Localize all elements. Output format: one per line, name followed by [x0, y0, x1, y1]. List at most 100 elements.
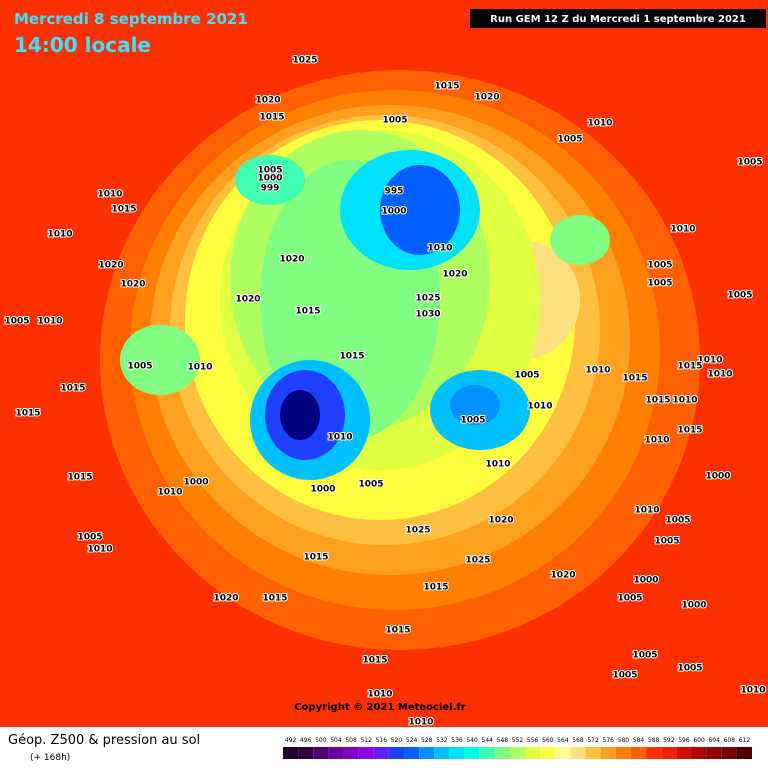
pressure-label: 1000: [257, 174, 282, 184]
pressure-label: 1015: [423, 583, 448, 593]
pressure-label: 1010: [157, 488, 182, 498]
legend-lead: (+ 168h): [30, 753, 70, 763]
scale-label: 576: [603, 737, 615, 744]
pressure-label: 1000: [183, 478, 208, 488]
scale-label: 492: [285, 737, 297, 744]
scale-swatch: [736, 747, 752, 759]
copyright: Copyright © 2021 Meteociel.fr: [294, 702, 465, 713]
scale-label: 496: [300, 737, 312, 744]
z500-field: [100, 70, 700, 650]
scale-swatch: [585, 747, 601, 759]
pressure-label: 1010: [87, 545, 112, 555]
scale-swatch: [721, 747, 737, 759]
scale-label: 580: [618, 737, 630, 744]
scale-swatch: [449, 747, 465, 759]
pressure-label: 1015: [295, 307, 320, 317]
pressure-label: 1015: [677, 426, 702, 436]
pressure-label: 1025: [405, 526, 430, 536]
pressure-label: 1010: [527, 402, 552, 412]
legend-title: Géop. Z500 & pression au sol: [8, 733, 200, 748]
scale-swatch: [615, 747, 631, 759]
scale-label: 544: [482, 737, 494, 744]
pressure-label: 1010: [740, 686, 765, 696]
scale-swatch: [313, 747, 329, 759]
pressure-label: 1020: [213, 594, 238, 604]
scale-swatch: [404, 747, 420, 759]
scale-label: 528: [421, 737, 433, 744]
scale-swatch: [691, 747, 707, 759]
scale-swatch: [630, 747, 647, 759]
scale-swatch: [676, 747, 692, 759]
pressure-label: 1005: [647, 261, 672, 271]
pressure-label: 1010: [644, 436, 669, 446]
pressure-label: 1010: [367, 690, 392, 700]
pressure-label: 1020: [255, 96, 280, 106]
scale-swatch: [479, 747, 495, 759]
scale-swatch: [600, 747, 616, 759]
pressure-label: 1005: [557, 135, 582, 145]
scale-swatch: [434, 747, 450, 759]
scale-label: 568: [572, 737, 584, 744]
pressure-label: 1005: [257, 166, 282, 176]
pressure-label: 1005: [677, 664, 702, 674]
scale-label: 572: [587, 737, 599, 744]
scale-label: 552: [512, 737, 524, 744]
scale-swatch: [343, 747, 359, 759]
pressure-label: 1015: [67, 473, 92, 483]
pressure-label: 995: [385, 187, 404, 197]
pressure-label: 1020: [550, 571, 575, 581]
pressure-label: 1005: [654, 537, 679, 547]
scale-swatch: [540, 747, 556, 759]
pressure-label: 1010: [587, 119, 612, 129]
pressure-label: 1005: [4, 317, 29, 327]
pressure-label: 1000: [381, 207, 406, 217]
pressure-label: 1015: [645, 396, 670, 406]
pressure-label: 1025: [465, 556, 490, 566]
scale-label: 540: [466, 737, 478, 744]
scale-label: 536: [451, 737, 463, 744]
scale-swatch: [388, 747, 405, 759]
scale-swatch: [358, 747, 374, 759]
scale-label: 612: [739, 737, 751, 744]
pressure-label: 1005: [632, 651, 657, 661]
time: 14:00 locale: [14, 33, 151, 57]
pressure-label: 1015: [622, 374, 647, 384]
scale-label: 564: [557, 737, 569, 744]
scale-label: 588: [648, 737, 660, 744]
scale-label: 516: [376, 737, 388, 744]
pressure-label: 1015: [434, 82, 459, 92]
scale-swatch: [661, 747, 677, 759]
pressure-label: 1015: [385, 626, 410, 636]
scale-label: 520: [391, 737, 403, 744]
pressure-label: 1000: [633, 576, 658, 586]
scale-swatch: [328, 747, 344, 759]
pressure-label: 1010: [427, 244, 452, 254]
pressure-label: 1015: [60, 384, 85, 394]
pressure-label: 1010: [187, 363, 212, 373]
pressure-label: 1010: [408, 718, 433, 728]
pressure-label: 1030: [415, 310, 440, 320]
pressure-label: 1005: [127, 362, 152, 372]
scale-label: 504: [330, 737, 342, 744]
pressure-label: 1010: [37, 317, 62, 327]
pressure-label: 1005: [382, 116, 407, 126]
scale-label: 608: [724, 737, 736, 744]
scale-swatch: [373, 747, 389, 759]
scale-label: 596: [678, 737, 690, 744]
pressure-label: 1020: [488, 516, 513, 526]
pressure-label: 1010: [47, 230, 72, 240]
pressure-label: 1015: [303, 553, 328, 563]
pressure-label: 1015: [111, 205, 136, 215]
pressure-label: 1010: [670, 225, 695, 235]
pressure-label: 999: [261, 184, 280, 194]
pressure-label: 1010: [327, 433, 352, 443]
run-box: [470, 9, 766, 28]
pressure-label: 1015: [677, 362, 702, 372]
scale-label: 548: [497, 737, 509, 744]
pressure-label: 1010: [697, 356, 722, 366]
scale-swatch: [419, 747, 435, 759]
scale-label: 508: [345, 737, 357, 744]
scale-swatch: [570, 747, 586, 759]
pressure-label: 1000: [681, 601, 706, 611]
